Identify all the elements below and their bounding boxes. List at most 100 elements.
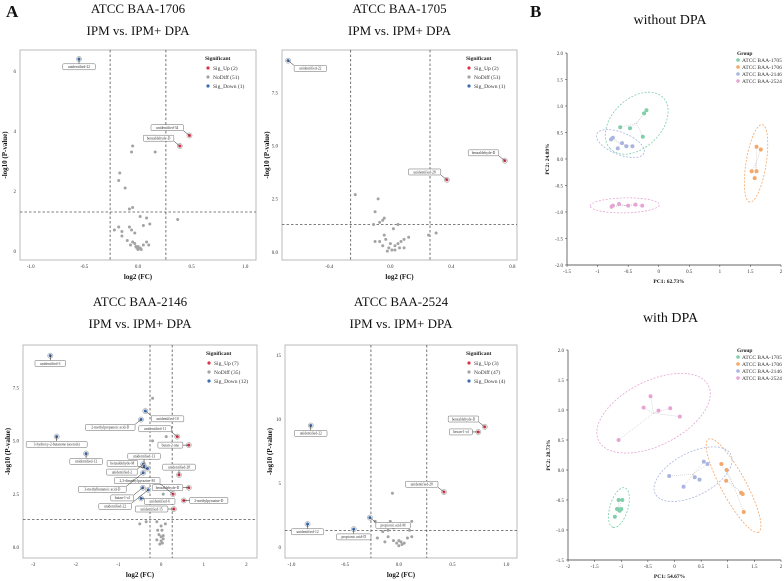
- legend-swatch: [207, 361, 211, 365]
- point-label: 2,3-dimethylpyrazine-M: [120, 479, 156, 484]
- point-nodiff: [118, 171, 122, 175]
- point-g2146: [610, 135, 615, 140]
- panel-letter-a: A: [6, 2, 19, 21]
- legend-swatch: [207, 370, 211, 374]
- x-tick-label: 0.5: [449, 563, 456, 568]
- chart-volcano-3: ATCC BAA-2524 IPM vs. IPM+ DPA -1.0 -0.5 0.0…: [266, 294, 518, 579]
- point-nodiff: [386, 535, 390, 539]
- y-tick-label: 2.5: [13, 493, 20, 498]
- legend-swatch: [736, 355, 740, 359]
- x-tick-label: 0: [160, 563, 163, 568]
- point-label: unidentified-34: [156, 126, 178, 130]
- x-axis-label: log2 (FC): [387, 571, 416, 579]
- point-nodiff: [402, 246, 406, 250]
- label-leader-line: [369, 517, 377, 523]
- x-axis-label: PC1: 54.67%: [654, 574, 685, 580]
- point-g2146: [620, 141, 625, 146]
- y-tick-label: -1.0: [556, 529, 564, 534]
- x-tick-label: 2: [780, 270, 783, 275]
- centroid-spoke: [629, 123, 637, 129]
- point-g2146: [681, 484, 686, 489]
- legend-title: Group: [737, 51, 753, 57]
- confidence-ellipse: [743, 124, 769, 203]
- x-tick-label: -0.5: [80, 265, 88, 270]
- point-nodiff: [148, 222, 152, 226]
- point-nodiff: [145, 216, 149, 220]
- x-tick-label: 1: [727, 565, 730, 570]
- x-tick-label: -0.4: [325, 265, 333, 270]
- x-tick-label: -0.5: [644, 565, 652, 570]
- chart-volcano-2: ATCC BAA-2146 IPM vs. IPM+ DPA -3 -2 -1 0 1 2 0.…: [4, 294, 258, 579]
- y-axis-label: PC2: 24.09%: [545, 143, 551, 174]
- point-nodiff: [402, 541, 406, 545]
- point-nodiff: [410, 535, 414, 539]
- point-label-box: [157, 441, 184, 449]
- point-g2146: [615, 146, 620, 151]
- x-tick-label: 0: [657, 270, 660, 275]
- point-nodiff: [127, 207, 131, 211]
- point-nodiff: [391, 539, 395, 543]
- x-tick-label: 2: [780, 565, 783, 570]
- point-label-box: [127, 452, 161, 460]
- legend-item: Sig_Down (1): [213, 83, 244, 90]
- point-nodiff: [388, 242, 392, 246]
- point-nodiff: [393, 248, 397, 252]
- point-g2524: [648, 394, 653, 399]
- point-label-box: [189, 497, 229, 504]
- point-label-box: [408, 168, 442, 176]
- point-g2146: [705, 462, 710, 466]
- x-tick-label: -1.0: [27, 265, 35, 270]
- point-nodiff: [131, 240, 135, 244]
- point-nodiff: [402, 237, 406, 241]
- point-g1706: [758, 147, 763, 152]
- chart-volcano-1: ATCC BAA-1705 IPM vs. IPM+ DPA -0.4 0.0 0.4 0…: [263, 1, 518, 281]
- y-tick-label: 5.0: [13, 440, 20, 445]
- label-leader-line: [173, 141, 180, 147]
- y-axis-label: -log10 (P-value): [266, 427, 274, 475]
- x-tick-label: -1: [619, 565, 624, 570]
- point-nodiff: [131, 144, 135, 148]
- point-nodiff: [383, 540, 387, 544]
- point-label: benzaldehyde-D: [452, 417, 476, 421]
- point-label-box: [34, 360, 66, 367]
- point-nodiff: [373, 239, 377, 243]
- chart-title: ATCC BAA-1705: [352, 1, 446, 16]
- point-nodiff: [408, 528, 412, 532]
- point-nodiff: [133, 231, 137, 235]
- centroid-spoke: [692, 463, 708, 475]
- panel-letter-b: B: [530, 2, 541, 21]
- x-tick-label: 0.0: [396, 563, 403, 568]
- y-tick-label: 2.0: [557, 52, 564, 57]
- legend-swatch: [467, 379, 471, 383]
- label-leader-line: [137, 464, 144, 470]
- point-nodiff: [112, 228, 116, 232]
- legend-swatch: [467, 75, 471, 79]
- point-nodiff: [386, 528, 390, 532]
- point-g1706: [740, 492, 745, 496]
- point-label: unidentified-28: [413, 170, 435, 174]
- point-label: unidentified-15: [141, 507, 163, 511]
- point-nodiff: [128, 243, 132, 247]
- centroid-spoke: [683, 474, 694, 487]
- point-nodiff: [405, 536, 409, 540]
- point-g1705: [618, 125, 623, 130]
- point-g1706: [741, 510, 746, 514]
- x-tick-label: -2: [74, 563, 79, 568]
- legend-item: Sig_Down (4): [474, 378, 505, 385]
- point-label-box: [150, 124, 184, 131]
- point-nodiff: [160, 528, 164, 532]
- point-nodiff: [378, 239, 382, 243]
- confidence-ellipse: [604, 91, 669, 155]
- point-nodiff: [125, 239, 129, 242]
- point-label-box: [151, 484, 184, 491]
- label-leader-line: [498, 155, 505, 161]
- point-nodiff: [155, 538, 159, 542]
- point-nodiff: [373, 210, 377, 214]
- point-label-box: [151, 415, 185, 423]
- x-axis-label: log2 (FC): [126, 571, 155, 579]
- point-nodiff: [141, 243, 145, 247]
- point-label: 3-methylbutanoic acid-D: [84, 488, 120, 492]
- centroid-spoke: [726, 469, 734, 486]
- point-g1706: [724, 478, 729, 483]
- point-label-box: [375, 522, 411, 529]
